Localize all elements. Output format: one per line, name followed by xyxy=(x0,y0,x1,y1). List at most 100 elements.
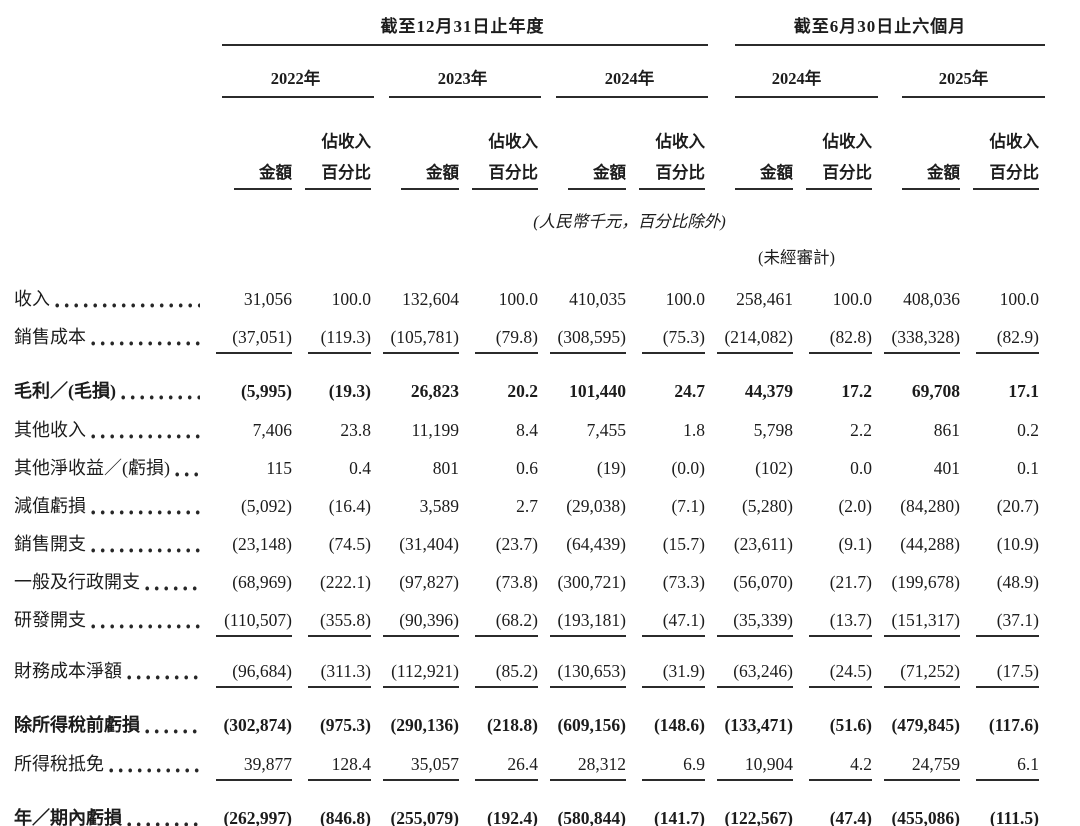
percent-cell: (20.7) xyxy=(996,496,1039,516)
amount-cell: 7,455 xyxy=(586,420,626,440)
amount-cell: (110,507) xyxy=(212,609,300,637)
year-2023: 2023年 xyxy=(437,69,488,88)
amount-cell: 28,312 xyxy=(546,753,634,781)
table-row: 財務成本淨額 (96,684) (311.3) (112,921) (85.2) (130… xyxy=(0,652,1047,696)
row-label-text: 銷售開支 xyxy=(14,534,86,554)
percent-cell: 100.0 xyxy=(665,289,705,309)
percent-cell: (355.8) xyxy=(300,609,379,637)
period-group-rules xyxy=(0,44,1047,54)
row-label-text: 減值虧損 xyxy=(14,496,86,516)
amount-header: 金額 xyxy=(713,159,801,190)
amount-header: 金額 xyxy=(880,159,968,190)
row-label-text: 所得稅抵免 xyxy=(14,754,104,774)
table-row: 減值虧損 (5,092) (16.4) 3,589 2.7 (29,038) (7.1) (5… xyxy=(0,487,1047,525)
amount-cell: (44,288) xyxy=(900,534,960,554)
percent-cell: 100.0 xyxy=(999,289,1039,309)
percent-cell: (68.2) xyxy=(467,609,546,637)
unaudited-note: (未經審計) xyxy=(758,248,835,267)
percent-cell: (24.5) xyxy=(801,660,880,688)
percent-cell: (148.6) xyxy=(653,715,705,735)
row-label-text: 銷售成本 xyxy=(14,327,86,347)
percent-cell: (846.8) xyxy=(300,807,379,826)
percent-cell: (16.4) xyxy=(328,496,371,516)
row-label: 毛利／(毛損) xyxy=(0,380,212,402)
percent-cell: (23.7) xyxy=(495,534,538,554)
row-label: 減值虧損 xyxy=(0,495,212,517)
row-label-text: 一般及行政開支 xyxy=(14,572,140,592)
dotted-leader xyxy=(91,538,200,554)
dotted-leader xyxy=(109,758,200,774)
table-row: 所得稅抵免 39,877 128.4 35,057 26.4 28,312 6.9 10,90… xyxy=(0,745,1047,789)
row-label-text: 其他收入 xyxy=(14,420,86,440)
percent-cell: (73.3) xyxy=(662,572,705,592)
table-row: 研發開支 (110,507) (355.8) (90,396) (68.2) (193,1… xyxy=(0,601,1047,645)
year-2022: 2022年 xyxy=(270,69,321,88)
dotted-leader xyxy=(145,576,200,592)
percent-cell: 1.8 xyxy=(683,420,705,440)
table-row: 毛利／(毛損) (5,995) (19.3) 26,823 20.2 101,440 24.… xyxy=(0,369,1047,411)
percent-cell: (2.0) xyxy=(838,496,872,516)
row-label-text: 除所得稅前虧損 xyxy=(14,715,140,735)
percent-cell: 6.9 xyxy=(634,753,713,781)
percent-cell: (10.9) xyxy=(996,534,1039,554)
year-header-row: 2022年 2023年 2024年 2024年 2025年 xyxy=(0,54,1047,96)
amount-cell: 35,057 xyxy=(379,753,467,781)
amount-cell: (455,086) xyxy=(880,807,968,826)
amount-header: 金額 xyxy=(212,159,300,190)
percent-cell: (222.1) xyxy=(319,572,371,592)
amount-cell: (96,684) xyxy=(212,660,300,688)
percent-cell: (141.7) xyxy=(634,807,713,826)
amount-cell: (23,148) xyxy=(232,534,292,554)
percent-cell: (82.9) xyxy=(968,326,1047,354)
amount-cell: (5,280) xyxy=(741,496,793,516)
amount-cell: (63,246) xyxy=(713,660,801,688)
percent-cell: 0.1 xyxy=(1017,458,1039,478)
percent-cell: (51.6) xyxy=(829,715,872,735)
interim-group-rule xyxy=(735,44,1045,46)
dotted-leader xyxy=(91,500,200,516)
percent-cell: 20.2 xyxy=(507,381,538,401)
amount-cell: (262,997) xyxy=(212,807,300,826)
amount-cell: (130,653) xyxy=(546,660,634,688)
amount-cell: 31,056 xyxy=(243,289,292,309)
dotted-leader xyxy=(55,293,200,309)
amount-cell: 11,199 xyxy=(411,420,459,440)
amount-cell: (193,181) xyxy=(546,609,634,637)
percent-cell: (15.7) xyxy=(662,534,705,554)
dotted-leader xyxy=(145,719,200,735)
amount-cell: (199,678) xyxy=(891,572,960,592)
unaudited-note-row: (未經審計) xyxy=(0,234,1047,270)
row-label: 收入 xyxy=(0,288,212,310)
amount-cell: (214,082) xyxy=(713,326,801,354)
dotted-leader xyxy=(91,331,200,347)
amount-cell: (151,317) xyxy=(880,609,968,637)
amount-cell: 801 xyxy=(432,458,459,478)
row-label-text: 年／期內虧損 xyxy=(14,808,122,826)
percent-cell: 26.4 xyxy=(467,753,546,781)
amount-cell: (609,156) xyxy=(557,715,626,735)
amount-cell: (302,874) xyxy=(223,715,292,735)
amount-cell: (122,567) xyxy=(713,807,801,826)
row-label-text: 毛利／(毛損) xyxy=(14,381,116,401)
amount-cell: 258,461 xyxy=(736,289,793,309)
amount-cell: (37,051) xyxy=(212,326,300,354)
percent-cell: (21.7) xyxy=(829,572,872,592)
percent-cell: (13.7) xyxy=(801,609,880,637)
percent-cell: 0.4 xyxy=(349,458,371,478)
percent-cell: (85.2) xyxy=(467,660,546,688)
percent-cell: (47.4) xyxy=(801,807,880,826)
amount-cell: (102) xyxy=(755,458,793,478)
units-note-row: (人民幣千元，百分比除外) xyxy=(0,190,1047,234)
row-label: 銷售成本 xyxy=(0,326,212,348)
pct-header: 百分比 xyxy=(634,159,713,190)
dotted-leader xyxy=(91,424,200,440)
period-group-annual: 截至12月31日止年度 xyxy=(380,17,545,36)
amount-cell: (31,404) xyxy=(399,534,459,554)
amount-cell: (19) xyxy=(596,458,626,478)
pct-header: 百分比 xyxy=(300,159,379,190)
subcolumn-header-row: 金額 百分比 金額 百分比 金額 百分比 金額 百分比 金額 百分比 xyxy=(0,154,1047,190)
year-2024: 2024年 xyxy=(604,69,655,88)
percent-cell: 6.1 xyxy=(968,753,1047,781)
percent-cell: 0.2 xyxy=(1017,420,1039,440)
table-body: 收入 31,056 100.0 132,604 100.0 410,035 100.0 258… xyxy=(0,280,1080,826)
